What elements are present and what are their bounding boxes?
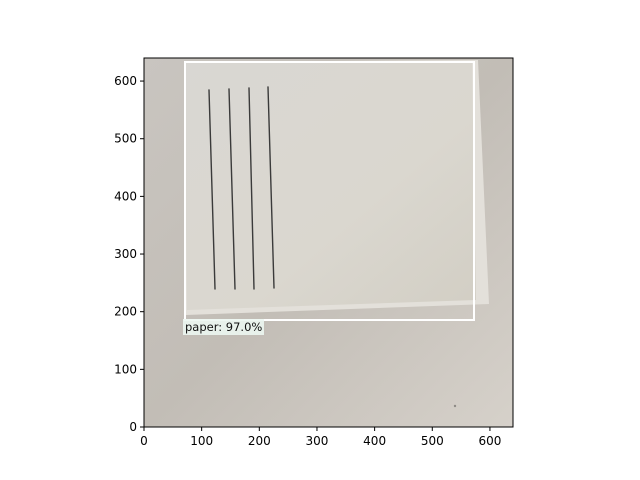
- x-tick-label: 400: [363, 434, 386, 448]
- x-tick-label: 300: [306, 434, 329, 448]
- detection-box: [184, 61, 475, 321]
- x-tick-label: 200: [248, 434, 271, 448]
- x-tick-label: 100: [190, 434, 213, 448]
- x-tick-label: 500: [421, 434, 444, 448]
- x-tick-label: 600: [478, 434, 501, 448]
- y-tick-label: 500: [114, 132, 137, 146]
- y-tick-label: 300: [114, 247, 137, 261]
- axes-frame: [143, 57, 514, 428]
- pencil-lines: [208, 86, 275, 290]
- y-tick-label: 600: [114, 74, 137, 88]
- y-tick-label: 0: [129, 420, 137, 434]
- pencil-line-4: [267, 86, 275, 289]
- paper-sheet: [184, 62, 476, 310]
- y-tick-label: 400: [114, 189, 137, 203]
- pencil-line-3: [248, 87, 255, 290]
- y-tick-label: 200: [114, 305, 137, 319]
- x-tick-label: 0: [140, 434, 148, 448]
- pencil-line-1: [208, 89, 216, 290]
- desk-speck: [453, 404, 457, 408]
- y-axis: 0 100 200 300 400 500 600: [114, 74, 144, 434]
- photo: [144, 58, 513, 427]
- pencil-line-2: [228, 88, 236, 290]
- detection-label: paper: 97.0%: [183, 319, 265, 335]
- y-tick-label: 100: [114, 362, 137, 376]
- x-axis: 0 100 200 300 400 500 600: [140, 427, 501, 448]
